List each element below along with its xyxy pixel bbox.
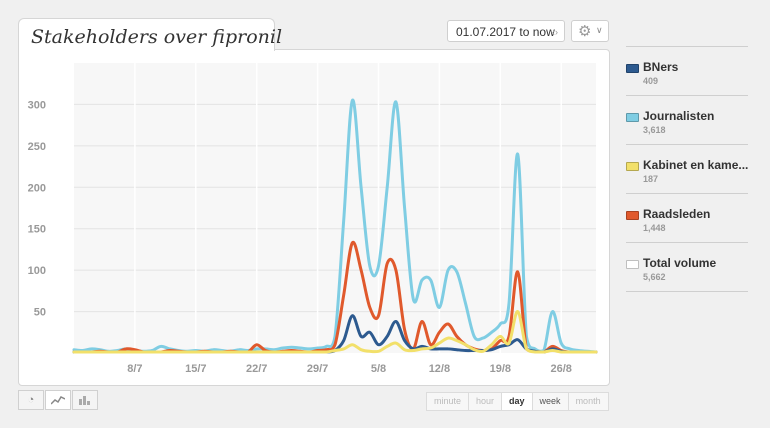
chart-title: Stakeholders over fipronil	[31, 26, 283, 48]
line-chart-icon[interactable]	[45, 390, 71, 410]
legend-swatch	[626, 260, 639, 269]
date-range-label: 01.07.2017 to now	[456, 25, 555, 39]
gear-icon: ⚙	[578, 23, 592, 40]
legend: BNers 409 Journalisten 3,618 Kabinet en kame…	[626, 46, 748, 292]
legend-item[interactable]: Raadsleden 1,448	[626, 193, 748, 242]
legend-count: 409	[643, 76, 659, 86]
legend-swatch	[626, 162, 639, 171]
granularity-month-button[interactable]: month	[567, 392, 609, 411]
legend-item[interactable]: BNers 409	[626, 46, 748, 95]
legend-count: 5,662	[643, 272, 666, 282]
date-range-selector[interactable]: 01.07.2017 to now ‹›	[447, 20, 565, 42]
legend-swatch	[626, 64, 639, 73]
granularity-minute-button[interactable]: minute	[426, 392, 470, 411]
granularity-switcher: minute hour day week month	[426, 392, 609, 411]
legend-label: Journalisten	[643, 109, 715, 123]
legend-label: BNers	[643, 60, 679, 74]
legend-count: 3,618	[643, 125, 666, 135]
settings-dropdown[interactable]: ⚙ ∨	[571, 20, 609, 42]
legend-item[interactable]: Kabinet en kame... 187	[626, 144, 748, 193]
granularity-week-button[interactable]: week	[531, 392, 569, 411]
chart-type-switcher: ◔	[18, 390, 99, 410]
double-chevron-icon: ‹›	[552, 27, 558, 37]
legend-count: 187	[643, 174, 659, 184]
pie-chart-icon[interactable]: ◔	[18, 390, 44, 410]
legend-item[interactable]: Total volume 5,662	[626, 242, 748, 292]
legend-item[interactable]: Journalisten 3,618	[626, 95, 748, 144]
granularity-hour-button[interactable]: hour	[468, 392, 503, 411]
chart-panel	[18, 49, 610, 386]
legend-count: 1,448	[643, 223, 666, 233]
widget-title-tab: Stakeholders over fipronil	[18, 18, 282, 51]
legend-swatch	[626, 211, 639, 220]
legend-label: Kabinet en kame...	[643, 158, 749, 172]
legend-label: Total volume	[643, 256, 717, 270]
legend-label: Raadsleden	[643, 207, 711, 221]
granularity-day-button[interactable]: day	[501, 392, 533, 411]
legend-swatch	[626, 113, 639, 122]
chevron-down-icon: ∨	[596, 25, 603, 35]
bar-chart-icon[interactable]	[72, 390, 98, 410]
